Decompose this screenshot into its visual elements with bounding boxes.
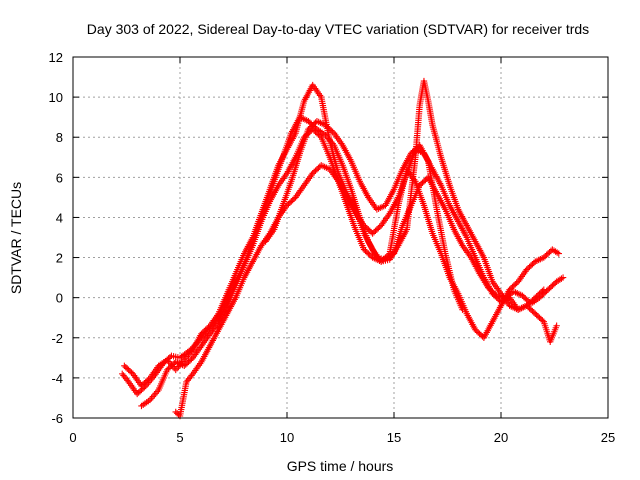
y-tick-label: 2	[56, 251, 63, 266]
data-point	[459, 306, 466, 313]
y-axis-label: SDTVAR / TECUs	[8, 182, 24, 294]
y-tick-label: 4	[56, 210, 63, 225]
x-tick-label: 5	[176, 430, 183, 445]
data-points	[119, 77, 567, 420]
x-tick-label: 20	[494, 430, 508, 445]
x-tick-label: 15	[387, 430, 401, 445]
data-point	[165, 358, 172, 365]
data-point	[316, 132, 324, 140]
data-point	[553, 322, 560, 329]
data-point	[539, 287, 546, 295]
y-tick-label: -4	[51, 371, 63, 386]
data-point	[172, 366, 179, 374]
y-tick-label: 8	[56, 130, 63, 145]
data-point	[151, 391, 158, 399]
grid-lines	[73, 57, 608, 418]
data-point	[559, 274, 567, 281]
data-point	[149, 393, 157, 400]
data-point	[385, 251, 392, 259]
y-tick-label: 0	[56, 291, 63, 306]
x-tick-label: 25	[601, 430, 615, 445]
data-point	[148, 395, 155, 402]
x-tick-label: 0	[69, 430, 76, 445]
data-point	[540, 286, 547, 293]
y-tick-label: 12	[49, 50, 63, 65]
series-track-5	[262, 117, 466, 313]
data-point	[152, 390, 159, 397]
plot-frame	[72, 56, 609, 419]
x-axis-label: GPS time / hours	[287, 458, 394, 474]
data-point	[555, 250, 562, 257]
y-tick-label: 6	[56, 170, 63, 185]
series-track-2	[121, 77, 560, 390]
series-track-3	[138, 126, 562, 410]
y-tick-label: -6	[51, 411, 63, 426]
x-tick-label: 10	[280, 430, 294, 445]
y-tick-label: -2	[51, 331, 63, 346]
y-tick-label: 10	[49, 90, 63, 105]
chart-title: Day 303 of 2022, Sidereal Day-to-day VTE…	[87, 21, 589, 37]
data-point	[539, 317, 546, 324]
